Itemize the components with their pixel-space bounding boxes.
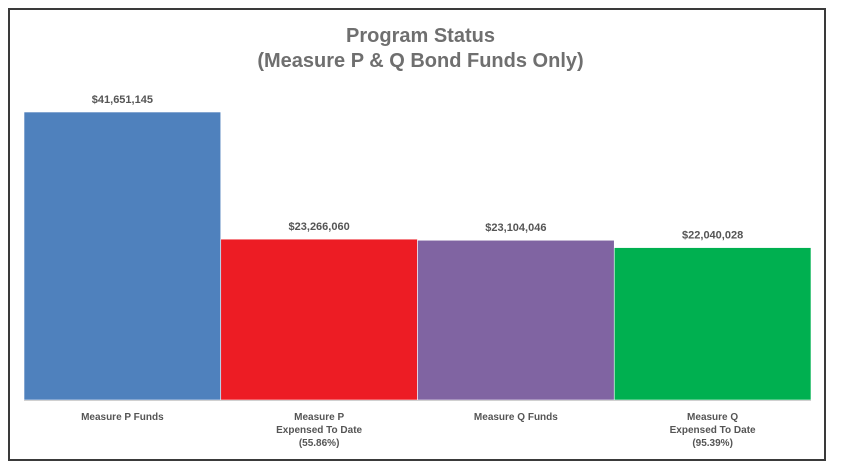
category-label-3-line-1: Measure Q Funds xyxy=(474,412,558,423)
bar-1 xyxy=(23,111,222,401)
category-label-1-line-1: Measure P Funds xyxy=(81,412,164,423)
data-label-1: $41,651,145 xyxy=(92,94,153,106)
chart-title-block: Program Status (Measure P & Q Bond Funds… xyxy=(0,24,841,74)
category-label-4-line-1: Measure Q xyxy=(687,412,738,423)
chart-title: Program Status xyxy=(346,25,495,47)
category-label-2-line-1: Measure P xyxy=(294,412,344,423)
category-label-2-line-3: (55.86%) xyxy=(299,438,340,449)
bar-3 xyxy=(417,239,615,401)
chart-subtitle: (Measure P & Q Bond Funds Only) xyxy=(257,50,584,72)
bar-2 xyxy=(220,238,418,401)
bar-4 xyxy=(613,247,812,401)
category-label-4-line-2: Expensed To Date xyxy=(670,425,756,436)
data-label-4: $22,040,028 xyxy=(682,230,743,242)
category-label-2-line-2: Expensed To Date xyxy=(276,425,362,436)
data-label-2: $23,266,060 xyxy=(289,221,350,233)
data-label-3: $23,104,046 xyxy=(485,222,546,234)
category-label-4-line-3: (95.39%) xyxy=(692,438,733,449)
